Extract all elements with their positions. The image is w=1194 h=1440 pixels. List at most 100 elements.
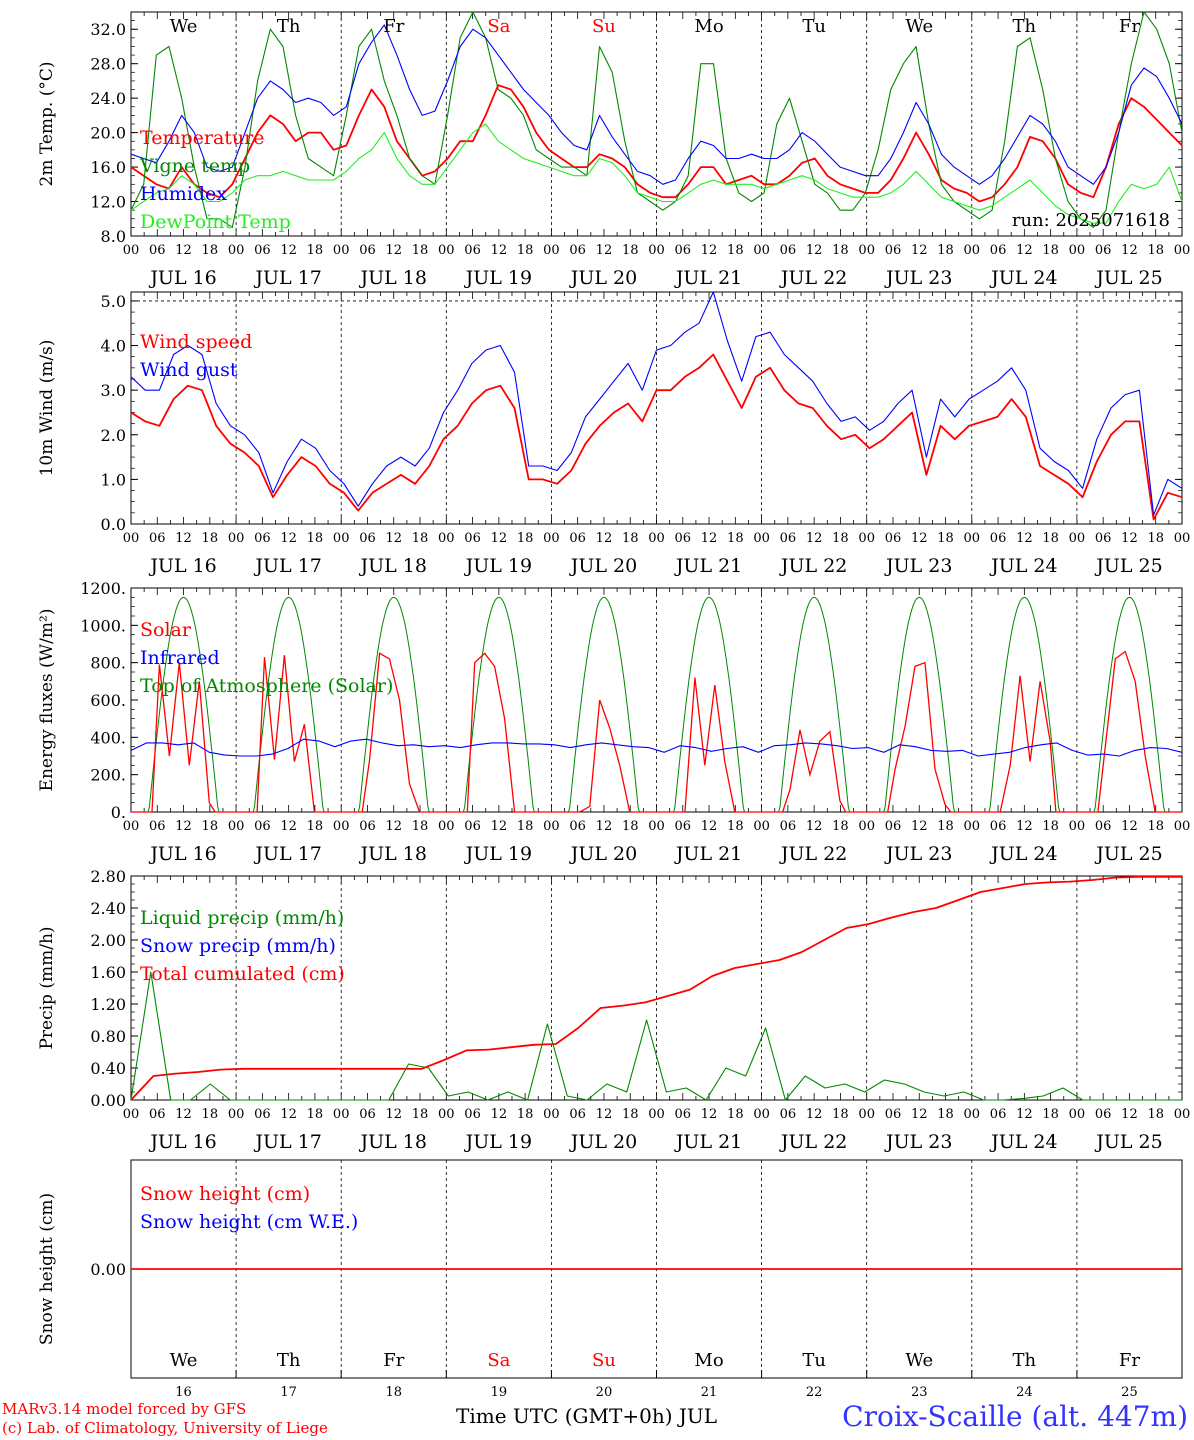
hour-tick-label: 18: [727, 531, 744, 546]
date-tick-label: JUL 16: [148, 555, 216, 577]
hour-tick-label: 06: [780, 1107, 797, 1122]
hour-tick-label: 00: [333, 531, 350, 546]
date-tick-label: JUL 17: [253, 555, 321, 577]
hour-tick-label: 06: [569, 819, 586, 834]
hour-tick-label: 12: [911, 1107, 928, 1122]
hour-tick-label: 18: [1042, 1107, 1059, 1122]
hour-tick-label: 06: [254, 1107, 271, 1122]
date-tick-label: JUL 22: [779, 267, 847, 289]
y-tick-label: 1000.: [80, 616, 126, 635]
date-tick-label: JUL 24: [989, 1131, 1057, 1153]
hour-tick-label: 18: [832, 531, 849, 546]
day-name-label: Tu: [802, 1350, 826, 1371]
legend-entry: Temperature: [140, 127, 264, 149]
hour-tick-label: 18: [727, 1107, 744, 1122]
hour-tick-label: 00: [1069, 1107, 1086, 1122]
hour-tick-label: 06: [464, 819, 481, 834]
hour-tick-label: 00: [543, 243, 560, 258]
hour-tick-label: 06: [359, 819, 376, 834]
model-credit: MARv3.14 model forced by GFS: [2, 1400, 247, 1418]
hour-tick-label: 00: [1174, 819, 1191, 834]
series-temperature: [130, 84, 1183, 203]
hour-tick-label: 06: [1095, 243, 1112, 258]
hour-tick-label: 12: [806, 243, 823, 258]
hour-tick-label: 00: [438, 819, 455, 834]
y-tick-label: 32.0: [90, 20, 126, 39]
y-tick-label: 0.80: [90, 1027, 126, 1046]
hour-tick-label: 18: [1042, 243, 1059, 258]
date-tick-label: JUL 24: [989, 555, 1057, 577]
hour-tick-label: 00: [228, 1107, 245, 1122]
day-name-label: Mo: [694, 16, 723, 37]
y-tick-label: 4.0: [101, 337, 126, 356]
hour-tick-label: 00: [543, 531, 560, 546]
hour-tick-label: 00: [964, 1107, 981, 1122]
day-name-label: Su: [592, 1350, 616, 1371]
date-tick-label: JUL 16: [148, 1131, 216, 1153]
day-name-label: Tu: [802, 16, 826, 37]
hour-tick-label: 00: [123, 531, 140, 546]
date-tick-label: JUL 21: [674, 267, 742, 289]
hour-tick-label: 00: [123, 819, 140, 834]
date-tick-label: JUL 19: [464, 267, 532, 289]
hour-tick-label: 12: [1121, 531, 1138, 546]
date-tick-label: JUL 25: [1094, 843, 1162, 865]
hour-tick-label: 00: [123, 1107, 140, 1122]
hour-tick-label: 06: [569, 1107, 586, 1122]
hour-tick-label: 18: [727, 819, 744, 834]
hour-tick-label: 18: [307, 1107, 324, 1122]
y-tick-label: 1.0: [101, 470, 126, 489]
day-number-label: 21: [701, 1385, 718, 1400]
date-tick-label: JUL 20: [569, 1131, 637, 1153]
hour-tick-label: 12: [385, 1107, 402, 1122]
hour-tick-label: 12: [806, 531, 823, 546]
y-tick-label: 0.: [111, 803, 126, 822]
hour-tick-label: 18: [202, 531, 219, 546]
legend-entry: Total cumulated (cm): [140, 963, 345, 985]
hour-tick-label: 06: [359, 243, 376, 258]
y-tick-label: 200.: [90, 766, 126, 785]
y-tick-label: 0.0: [101, 515, 126, 534]
date-tick-label: JUL 21: [674, 1131, 742, 1153]
day-number-label: 17: [280, 1385, 297, 1400]
hour-tick-label: 00: [438, 243, 455, 258]
hour-tick-label: 18: [517, 819, 534, 834]
hour-tick-label: 12: [911, 243, 928, 258]
day-name-label: Th: [277, 1350, 301, 1371]
hour-tick-label: 06: [885, 1107, 902, 1122]
hour-tick-label: 18: [1042, 819, 1059, 834]
hour-tick-label: 00: [333, 243, 350, 258]
date-tick-label: JUL 25: [1094, 1131, 1162, 1153]
day-name-label: Sa: [487, 16, 510, 37]
y-tick-label: 3.0: [101, 381, 126, 400]
date-tick-label: JUL 21: [674, 843, 742, 865]
hour-tick-label: 12: [596, 1107, 613, 1122]
hour-tick-label: 00: [1174, 531, 1191, 546]
hour-tick-label: 00: [858, 243, 875, 258]
date-tick-label: JUL 25: [1094, 267, 1162, 289]
hour-tick-label: 06: [254, 531, 271, 546]
hour-tick-label: 06: [990, 243, 1007, 258]
hour-tick-label: 00: [858, 531, 875, 546]
day-name-label: Mo: [694, 1350, 723, 1371]
hour-tick-label: 12: [385, 531, 402, 546]
hour-tick-label: 12: [1016, 243, 1033, 258]
y-tick-label: 16.0: [90, 158, 126, 177]
hour-tick-label: 00: [753, 1107, 770, 1122]
date-tick-label: JUL 20: [569, 555, 637, 577]
hour-tick-label: 00: [333, 819, 350, 834]
day-number-label: 19: [491, 1385, 508, 1400]
hour-tick-label: 18: [622, 531, 639, 546]
hour-tick-label: 00: [648, 819, 665, 834]
day-name-label: Fr: [383, 16, 404, 37]
y-tick-label: 2.00: [90, 931, 126, 950]
hour-tick-label: 00: [648, 243, 665, 258]
hour-tick-label: 18: [412, 819, 429, 834]
y-tick-label: 800.: [90, 654, 126, 673]
hour-tick-label: 06: [885, 819, 902, 834]
day-number-label: 16: [175, 1385, 192, 1400]
date-tick-label: JUL 19: [464, 1131, 532, 1153]
hour-tick-label: 18: [937, 1107, 954, 1122]
hour-tick-label: 18: [622, 1107, 639, 1122]
y-tick-label: 1200.: [80, 579, 126, 598]
